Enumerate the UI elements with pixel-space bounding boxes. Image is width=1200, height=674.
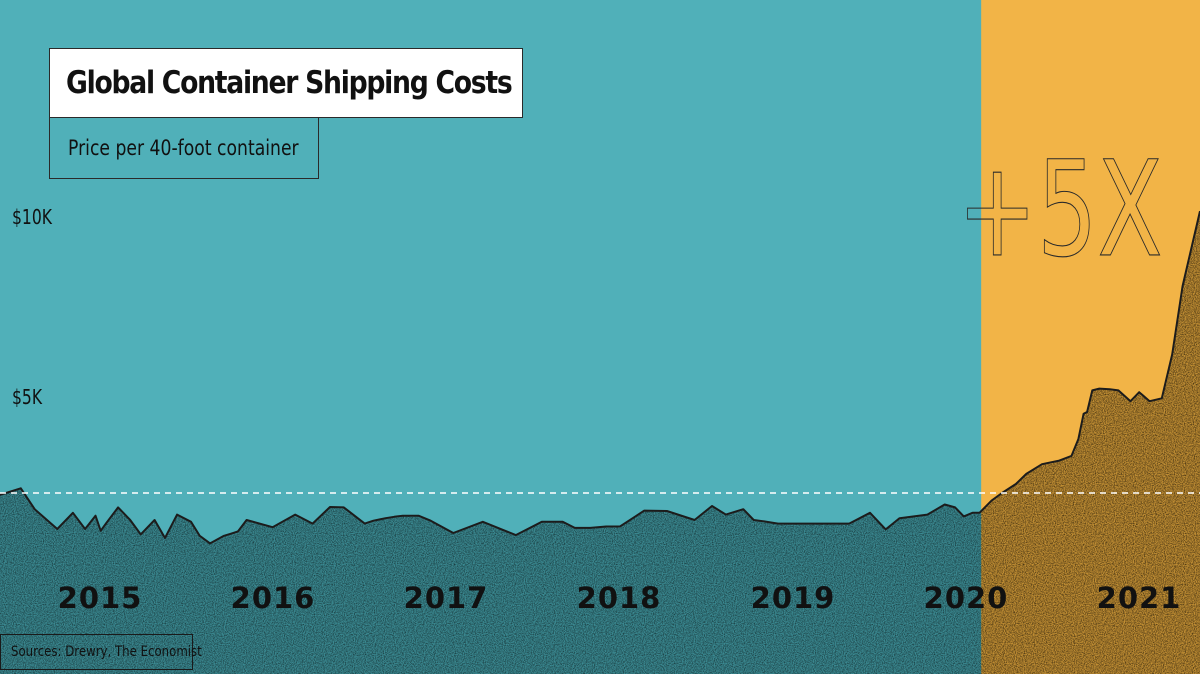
- x-tick-label: 2016: [231, 581, 316, 615]
- series-line: [0, 210, 1200, 545]
- chart-title: Global Container Shipping Costs: [66, 65, 513, 101]
- x-tick-label: 2018: [577, 581, 662, 615]
- title-box: Global Container Shipping Costs: [49, 48, 523, 118]
- area-fill-grain: [0, 488, 982, 674]
- x-tick-label: 2020: [924, 581, 1009, 615]
- y-tick-label: $5K: [12, 386, 43, 409]
- annotation-5x: +5X: [957, 133, 1162, 287]
- x-tick-label: 2015: [58, 581, 143, 615]
- x-tick-label: 2017: [404, 581, 489, 615]
- x-tick-label: 2019: [751, 581, 836, 615]
- area-fill-highlight-grain: [981, 211, 1200, 674]
- source-box: Sources: Drewry, The Economist: [0, 634, 202, 670]
- y-tick-label: $10K: [12, 206, 53, 229]
- source-note: Sources: Drewry, The Economist: [11, 644, 202, 660]
- chart-subtitle: Price per 40-foot container: [68, 136, 299, 160]
- subtitle-box: Price per 40-foot container: [49, 118, 319, 179]
- x-tick-label: 2021: [1097, 581, 1182, 615]
